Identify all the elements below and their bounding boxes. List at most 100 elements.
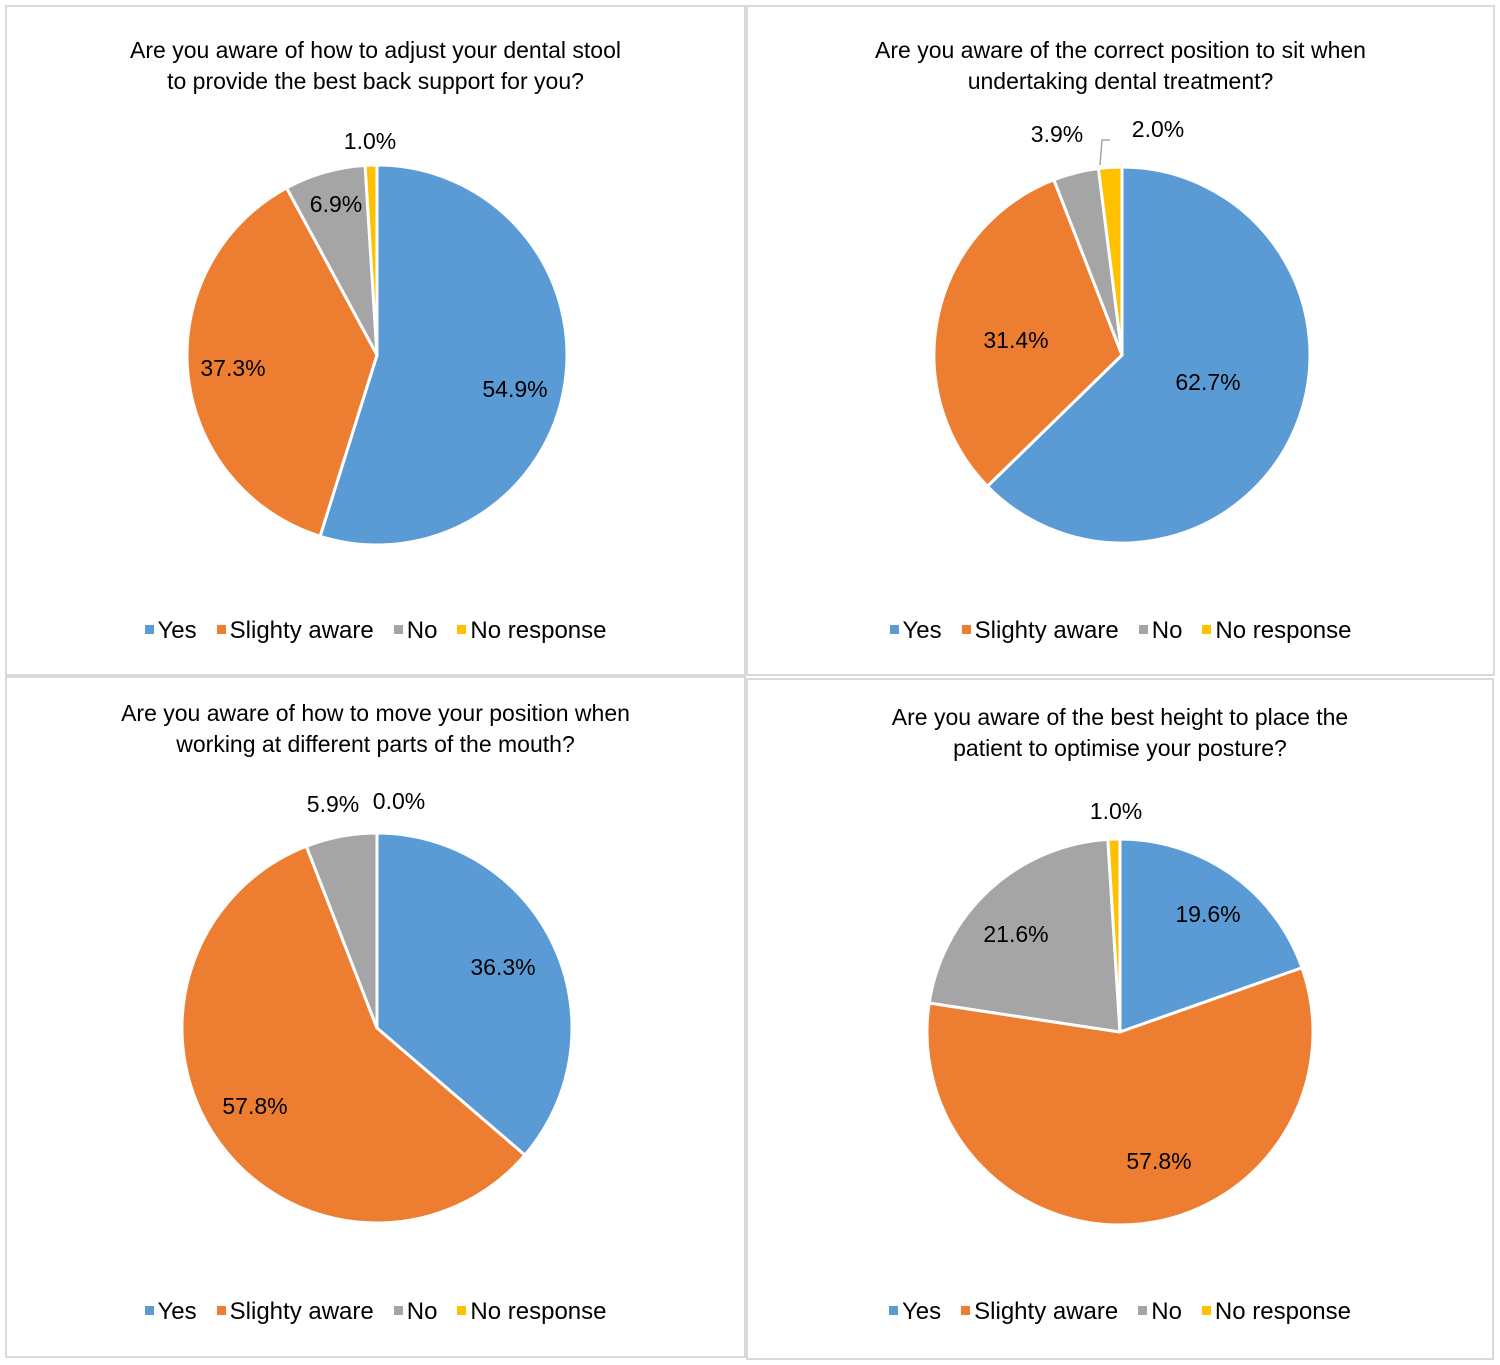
chart-panel-1: Are you aware of how to adjust your dent… <box>5 5 746 676</box>
legend-item: No <box>393 1298 438 1326</box>
legend-label: Slighty aware <box>974 1298 1119 1325</box>
legend-swatch <box>393 1306 403 1316</box>
pie-slice-slighty-aware <box>180 844 527 1225</box>
legend-label: No response <box>470 1298 607 1325</box>
legend-label: No <box>406 617 438 644</box>
pie-slice-yes <box>985 165 1312 545</box>
data-label: 62.7% <box>1175 369 1240 395</box>
legend-item: Yes <box>144 617 197 645</box>
title-line: undertaking dental treatment? <box>967 68 1274 94</box>
legend-swatch <box>144 1306 154 1316</box>
legend-label: Yes <box>157 1298 197 1325</box>
legend-item: No response <box>1202 617 1352 645</box>
legend-label: No response <box>1214 1298 1351 1325</box>
data-label: 6.9% <box>310 191 362 217</box>
data-label: 54.9% <box>482 376 547 402</box>
title-line: Are you aware of how to adjust your dent… <box>130 37 621 63</box>
legend-swatch <box>393 625 403 635</box>
legend-label: Slighty aware <box>229 617 374 644</box>
data-label: 1.0% <box>344 128 396 154</box>
legend-label: No response <box>1215 617 1352 644</box>
legend-label: Slighty aware <box>229 1298 374 1325</box>
chart-panel-2: Are you aware of the correct position to… <box>746 5 1495 676</box>
legend-swatch <box>144 625 154 635</box>
legend-item: Slighty aware <box>216 617 374 645</box>
legend-item: Slighty aware <box>961 1298 1118 1326</box>
legend-label: Yes <box>902 1298 942 1325</box>
title-line: patient to optimise your posture? <box>953 735 1287 761</box>
legend-label: No <box>1151 617 1183 644</box>
pie-slice-slighty-aware <box>925 966 1315 1227</box>
legend-label: No response <box>470 617 607 644</box>
data-label: 36.3% <box>470 954 535 980</box>
legend-item: Slighty aware <box>216 1298 374 1326</box>
legend-swatch <box>1138 625 1148 635</box>
data-label: 5.9% <box>307 791 359 817</box>
legend-item: No response <box>1201 1298 1351 1326</box>
legend-swatch <box>216 625 226 635</box>
legend-item: Yes <box>889 1298 941 1326</box>
pie-chart: 62.7% 31.4% 3.9% 2.0% <box>932 116 1312 545</box>
title-line: to provide the best back support for you… <box>167 68 584 94</box>
legend-label: Yes <box>902 617 942 644</box>
legend-swatch <box>961 1306 971 1316</box>
pie-chart: 54.9% 37.3% 6.9% 1.0% <box>185 128 569 547</box>
chart-title: Are you aware of the best height to plac… <box>748 702 1492 764</box>
legend-item: Slighty aware <box>961 617 1119 645</box>
legend-item: No <box>393 617 438 645</box>
pie-slice-yes <box>375 831 574 1157</box>
chart-title: Are you aware of how to adjust your dent… <box>7 35 744 97</box>
legend: Yes Slighty aware No No response <box>748 1298 1492 1326</box>
chart-panel-4: Are you aware of the best height to plac… <box>746 678 1494 1360</box>
legend-item: No <box>1138 617 1183 645</box>
legend-label: No <box>1151 1298 1182 1325</box>
legend-swatch <box>457 625 467 635</box>
legend-swatch <box>216 1306 226 1316</box>
legend-swatch <box>1202 625 1212 635</box>
legend-item: No response <box>457 1298 607 1326</box>
title-line: Are you aware of the correct position to… <box>875 37 1366 63</box>
legend: Yes Slighty aware No No response <box>7 1298 744 1326</box>
legend: Yes Slighty aware No No response <box>748 617 1493 645</box>
data-label: 3.9% <box>1031 121 1083 147</box>
data-label: 57.8% <box>222 1093 287 1119</box>
pie-slice-slighty-aware <box>932 178 1124 488</box>
legend-swatch <box>457 1306 467 1316</box>
title-line: Are you aware of the best height to plac… <box>891 704 1349 730</box>
legend: Yes Slighty aware No No response <box>7 617 744 645</box>
legend-label: Slighty aware <box>974 617 1119 644</box>
pie-slice-no-response <box>1096 165 1124 357</box>
legend-item: No response <box>457 617 607 645</box>
legend-item: No <box>1138 1298 1182 1326</box>
legend-item: Yes <box>144 1298 197 1326</box>
legend-swatch <box>1201 1306 1211 1316</box>
legend-label: Yes <box>157 617 197 644</box>
chart-panel-3: Are you aware of how to move your positi… <box>5 676 746 1358</box>
pie-chart: 19.6% 57.8% 21.6% 1.0% <box>925 798 1315 1227</box>
legend-label: No <box>406 1298 438 1325</box>
pie-slice-no-response <box>1106 837 1122 1034</box>
pie-slice-no <box>304 831 379 1030</box>
data-label: 2.0% <box>1132 116 1184 142</box>
pie-chart: 36.3% 57.8% 5.9% 0.0% <box>180 788 574 1225</box>
data-label: 57.8% <box>1126 1148 1191 1174</box>
data-label: 37.3% <box>200 355 265 381</box>
data-label: 19.6% <box>1175 901 1240 927</box>
data-label: 31.4% <box>983 327 1048 353</box>
pie-slice-slighty-aware <box>185 186 379 538</box>
leader-line <box>1099 139 1110 166</box>
chart-title: Are you aware of how to move your positi… <box>7 698 744 760</box>
legend-swatch <box>889 625 899 635</box>
pie-slice-no <box>927 837 1122 1034</box>
pie-slice-no-response <box>363 163 379 357</box>
chart-title: Are you aware of the correct position to… <box>748 35 1493 97</box>
title-line: working at different parts of the mouth? <box>176 731 575 757</box>
legend-swatch <box>889 1306 898 1316</box>
legend-swatch <box>961 625 971 635</box>
title-line: Are you aware of how to move your positi… <box>121 700 630 726</box>
pie-slice-yes <box>318 163 569 547</box>
data-label: 21.6% <box>983 921 1048 947</box>
data-label: 1.0% <box>1090 798 1142 824</box>
data-label: 0.0% <box>373 788 425 814</box>
legend-item: Yes <box>889 617 942 645</box>
